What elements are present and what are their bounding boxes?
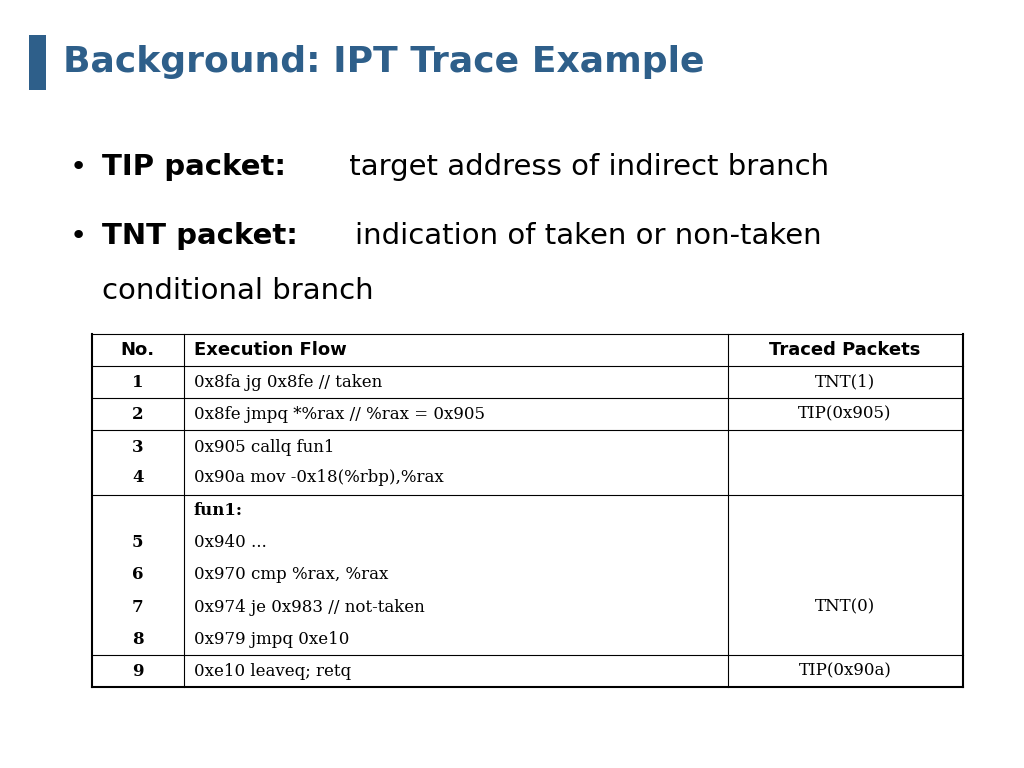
Text: 0xe10 leaveq; retq: 0xe10 leaveq; retq xyxy=(194,663,351,680)
Text: TIP(0x90a): TIP(0x90a) xyxy=(799,663,892,680)
Text: 7: 7 xyxy=(132,598,143,616)
Text: 0x979 jmpq 0xe10: 0x979 jmpq 0xe10 xyxy=(194,631,349,647)
Text: 0x90a mov -0x18(%rbp),%rax: 0x90a mov -0x18(%rbp),%rax xyxy=(194,468,443,486)
Text: Execution Flow: Execution Flow xyxy=(194,341,346,359)
Text: 5: 5 xyxy=(132,535,143,551)
Text: TIP packet:: TIP packet: xyxy=(102,154,287,181)
Text: Background: IPT Trace Example: Background: IPT Trace Example xyxy=(63,45,705,79)
Text: TNT(0): TNT(0) xyxy=(815,598,876,616)
Text: indication of taken or non-taken: indication of taken or non-taken xyxy=(355,222,822,250)
Text: TNT packet:: TNT packet: xyxy=(102,222,298,250)
Text: 8: 8 xyxy=(132,631,143,647)
Text: Traced Packets: Traced Packets xyxy=(769,341,921,359)
Text: TIP(0x905): TIP(0x905) xyxy=(799,406,892,423)
Text: 0x940 ...: 0x940 ... xyxy=(194,535,266,551)
FancyBboxPatch shape xyxy=(29,35,46,90)
Text: •: • xyxy=(70,222,87,250)
Text: 0x905 callq fun1: 0x905 callq fun1 xyxy=(194,439,334,456)
Text: target address of indirect branch: target address of indirect branch xyxy=(340,154,829,181)
Text: conditional branch: conditional branch xyxy=(102,277,374,305)
Text: 4: 4 xyxy=(132,468,143,486)
Text: TNT(1): TNT(1) xyxy=(815,374,876,391)
Text: 1: 1 xyxy=(132,374,143,391)
Text: 0x974 je 0x983 // not-taken: 0x974 je 0x983 // not-taken xyxy=(194,598,425,616)
Text: •: • xyxy=(70,154,87,181)
Text: 6: 6 xyxy=(132,567,143,584)
Text: 0x970 cmp %rax, %rax: 0x970 cmp %rax, %rax xyxy=(194,567,388,584)
Text: 9: 9 xyxy=(132,663,143,680)
Text: 3: 3 xyxy=(132,439,143,456)
Text: fun1:: fun1: xyxy=(194,502,243,519)
Text: 0x8fe jmpq *%rax // %rax = 0x905: 0x8fe jmpq *%rax // %rax = 0x905 xyxy=(194,406,484,423)
Text: 2: 2 xyxy=(132,406,143,423)
Text: 0x8fa jg 0x8fe // taken: 0x8fa jg 0x8fe // taken xyxy=(194,374,382,391)
Text: No.: No. xyxy=(121,341,155,359)
